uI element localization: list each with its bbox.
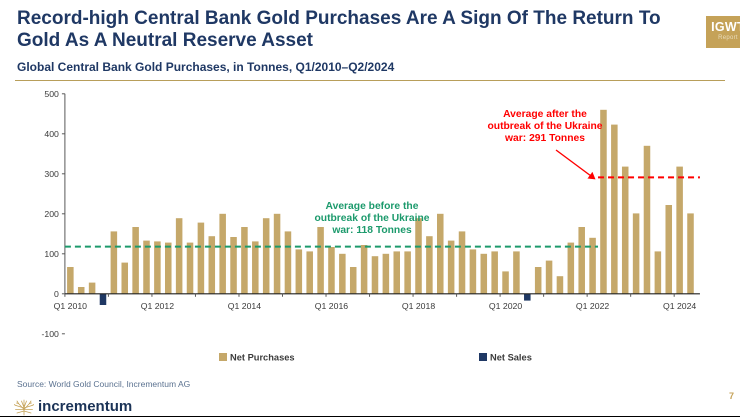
svg-text:Q1 2016: Q1 2016 bbox=[315, 301, 348, 311]
svg-text:war: 291 Tonnes: war: 291 Tonnes bbox=[504, 133, 585, 144]
svg-text:0: 0 bbox=[54, 289, 59, 299]
svg-text:Net Sales: Net Sales bbox=[490, 353, 532, 363]
svg-text:200: 200 bbox=[44, 209, 59, 219]
svg-text:Q1 2012: Q1 2012 bbox=[141, 301, 174, 311]
svg-text:Average after the: Average after the bbox=[503, 109, 587, 120]
svg-text:100: 100 bbox=[44, 249, 59, 259]
svg-text:war: 118 Tonnes: war: 118 Tonnes bbox=[331, 225, 412, 236]
svg-text:Q1 2022: Q1 2022 bbox=[576, 301, 609, 311]
svg-text:Q1 2024: Q1 2024 bbox=[663, 301, 696, 311]
svg-text:Q1 2020: Q1 2020 bbox=[489, 301, 522, 311]
svg-text:Q1 2014: Q1 2014 bbox=[228, 301, 261, 311]
svg-text:400: 400 bbox=[44, 129, 59, 139]
svg-text:Q1 2018: Q1 2018 bbox=[402, 301, 435, 311]
svg-text:Net Purchases: Net Purchases bbox=[230, 353, 295, 363]
svg-text:-100: -100 bbox=[42, 329, 60, 339]
svg-text:300: 300 bbox=[44, 169, 59, 179]
svg-text:Q1 2010: Q1 2010 bbox=[54, 301, 87, 311]
svg-text:outbreak of the Ukraine: outbreak of the Ukraine bbox=[487, 121, 602, 132]
svg-text:Average before the: Average before the bbox=[326, 201, 419, 212]
svg-text:500: 500 bbox=[44, 89, 59, 99]
svg-text:outbreak of the Ukraine: outbreak of the Ukraine bbox=[314, 213, 429, 224]
